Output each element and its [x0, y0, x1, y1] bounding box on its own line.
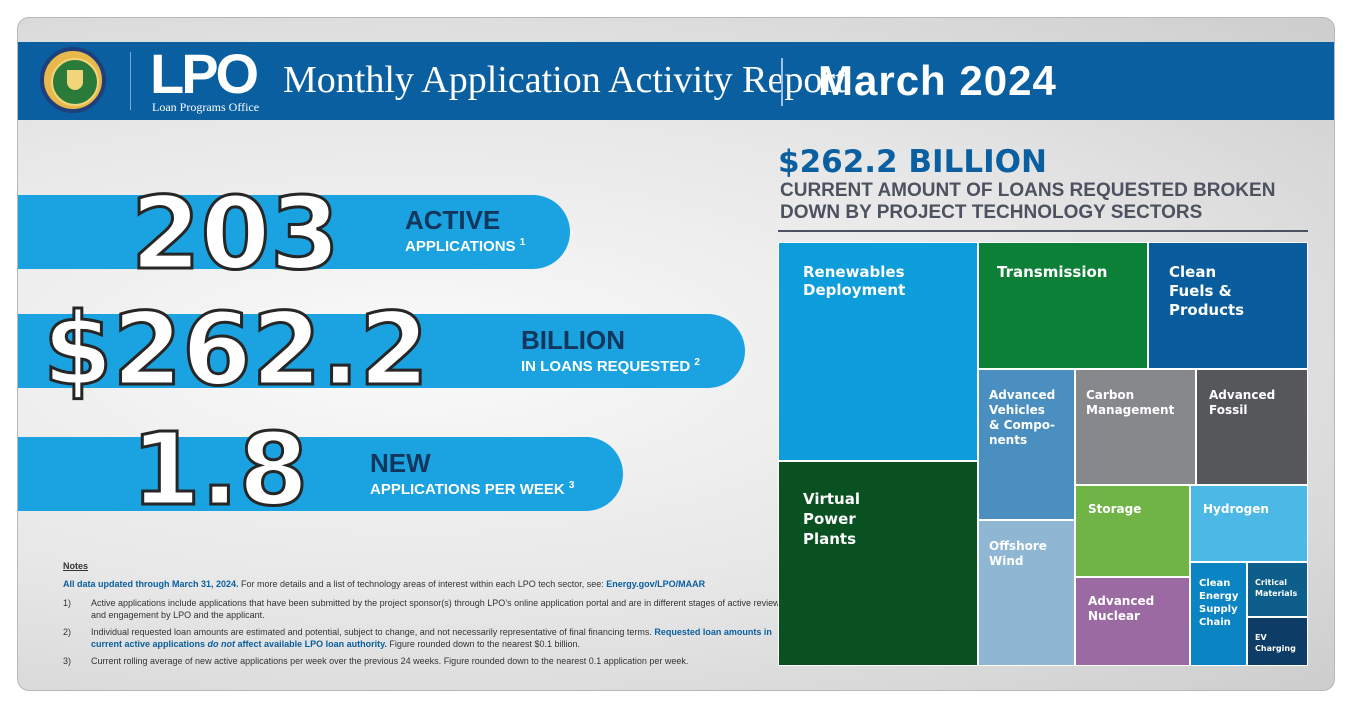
tile-hydrogen: Hydrogen [1190, 485, 1308, 562]
lpo-logo-subtitle: Loan Programs Office [152, 100, 260, 114]
tile-transmission: Transmission [978, 242, 1148, 369]
tile-advanced-vehicles: Advanced Vehicles & Compo- nents [978, 369, 1075, 520]
lpo-logo: LPO [150, 42, 259, 105]
stat-new-label: NEW [370, 448, 431, 478]
stat-billion-sublabel: IN LOANS REQUESTED 2 [521, 357, 700, 375]
right-panel-rule [778, 230, 1308, 232]
tile-renewables-deployment: Renewables Deployment [778, 242, 978, 461]
stat-billion-label: BILLION [521, 325, 625, 355]
stat-active-label: ACTIVE [405, 205, 501, 235]
maar-link[interactable]: Energy.gov/LPO/MAAR [606, 579, 706, 589]
stat-pill-active [18, 195, 570, 269]
header-divider [130, 52, 131, 110]
stat-billion-number: $262.2 [42, 291, 431, 408]
notes-title: Notes [63, 561, 89, 571]
stat-new-sublabel: APPLICATIONS PER WEEK 3 [370, 480, 575, 498]
stat-active-sublabel: APPLICATIONS 1 [405, 237, 526, 255]
report-date: March 2024 [818, 57, 1057, 104]
notes-intro: All data updated through March 31, 2024.… [63, 579, 706, 589]
tile-advanced-fossil: Advanced Fossil [1196, 369, 1308, 485]
note-item: 2) Individual requested loan amounts are… [63, 627, 772, 649]
header-divider [781, 58, 783, 106]
notes-section: Notes All data updated through March 31,… [63, 561, 793, 672]
note-item: 3) Current rolling average of new active… [63, 656, 689, 666]
note-item: 1) Active applications include applicati… [63, 598, 780, 620]
right-panel-subtitle: CURRENT AMOUNT OF LOANS REQUESTED BROKEN… [780, 180, 1276, 223]
stat-new-number: 1.8 [129, 411, 309, 528]
doe-seal-icon [40, 47, 106, 113]
right-panel-amount: $262.2 BILLION [778, 144, 1047, 180]
tile-ev-charging: EV Charging [1247, 617, 1308, 666]
report-title: Monthly Application Activity Report [283, 59, 846, 101]
tile-advanced-nuclear: Advanced Nuclear [1075, 577, 1190, 666]
tile-critical-materials: Critical Materials [1247, 562, 1308, 617]
report-card: LPO Loan Programs Office Monthly Applica… [17, 17, 1335, 691]
stat-active-number: 203 [130, 175, 342, 292]
tile-offshore-wind: Offshore Wind [978, 520, 1075, 666]
sector-treemap: Renewables Deployment Virtual Power Plan… [778, 242, 1308, 666]
tile-virtual-power-plants: Virtual Power Plants [778, 461, 978, 666]
tile-clean-fuels-products: Clean Fuels & Products [1148, 242, 1308, 369]
tile-clean-energy-supply-chain: Clean Energy Supply Chain [1190, 562, 1247, 666]
stat-pill-billion [18, 314, 745, 388]
tile-storage: Storage [1075, 485, 1190, 577]
tile-carbon-management: Carbon Management [1075, 369, 1196, 485]
header-bar: LPO Loan Programs Office Monthly Applica… [18, 42, 1334, 120]
stat-pill-new [18, 437, 623, 511]
